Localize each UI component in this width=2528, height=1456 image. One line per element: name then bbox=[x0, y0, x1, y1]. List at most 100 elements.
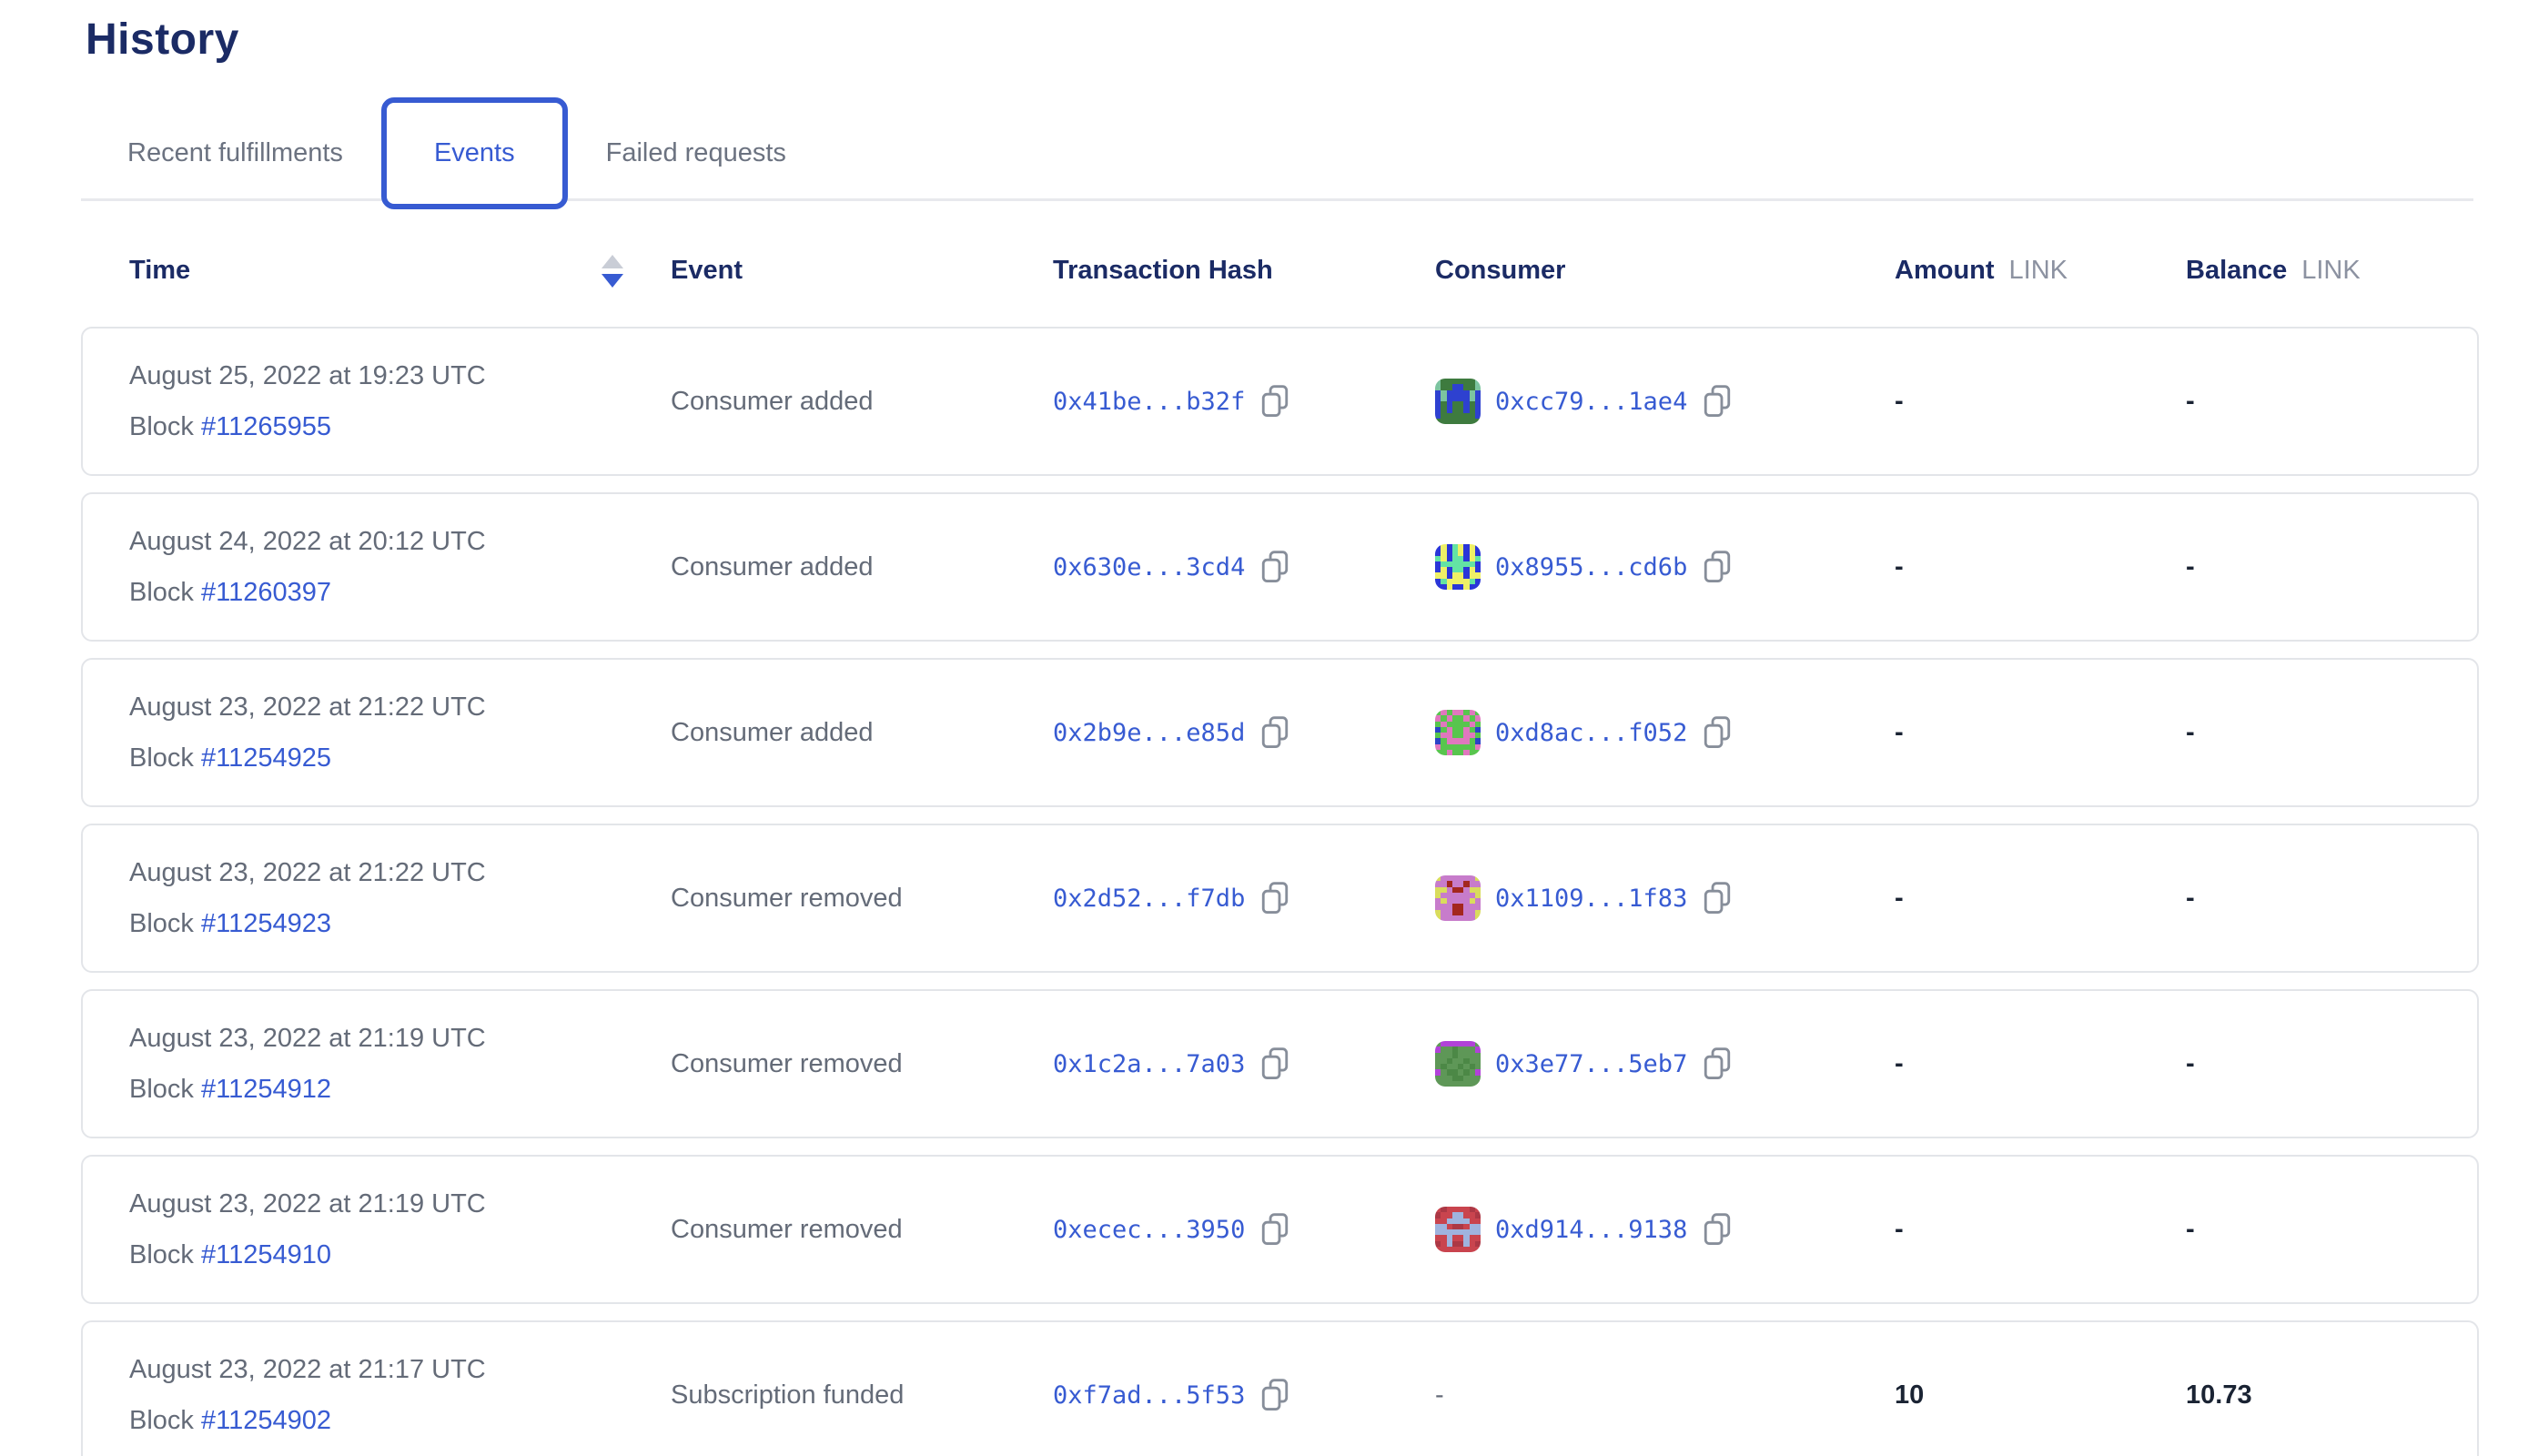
transaction-hash-link[interactable]: 0xf7ad...5f53 bbox=[1053, 1380, 1246, 1410]
transaction-hash-link[interactable]: 0x630e...3cd4 bbox=[1053, 552, 1246, 581]
consumer-identicon-avatar bbox=[1435, 379, 1481, 424]
sort-icon[interactable] bbox=[602, 254, 623, 288]
table-row: August 23, 2022 at 21:17 UTC Block #1125… bbox=[81, 1320, 2479, 1456]
copy-consumer-address-button[interactable] bbox=[1702, 550, 1733, 584]
copy-transaction-hash-button[interactable] bbox=[1259, 1046, 1290, 1081]
event-cell: Consumer removed bbox=[671, 1048, 903, 1078]
row-date: August 23, 2022 at 21:22 UTC bbox=[129, 858, 486, 887]
copy-consumer-address-button[interactable] bbox=[1702, 1212, 1733, 1247]
block-link[interactable]: #11254923 bbox=[200, 909, 331, 938]
consumer-cell: - - bbox=[1435, 1380, 1895, 1410]
copy-transaction-hash-button[interactable] bbox=[1259, 881, 1290, 915]
copy-consumer-address-button[interactable] bbox=[1702, 1046, 1733, 1081]
row-block: Block #11254923 bbox=[129, 898, 671, 949]
event-cell: Consumer added bbox=[671, 386, 874, 416]
consumer-address-link[interactable]: 0x3e77...5eb7 bbox=[1495, 1049, 1688, 1078]
copy-consumer-address-button[interactable] bbox=[1702, 881, 1733, 915]
event-cell: Consumer removed bbox=[671, 1214, 903, 1244]
transaction-hash-link[interactable]: 0x41be...b32f bbox=[1053, 387, 1246, 416]
amount-cell: 10 bbox=[1895, 1380, 1925, 1410]
row-date: August 24, 2022 at 20:12 UTC bbox=[129, 527, 486, 556]
copy-transaction-hash-button[interactable] bbox=[1259, 550, 1290, 584]
copy-icon bbox=[1704, 716, 1731, 748]
copy-icon bbox=[1704, 1047, 1731, 1079]
column-header-transaction-hash: Transaction Hash bbox=[1053, 256, 1273, 285]
block-link[interactable]: #11254925 bbox=[200, 743, 331, 773]
sort-asc-icon bbox=[602, 254, 623, 268]
history-page: History Recent fulfillments Events Faile… bbox=[0, 15, 2528, 1456]
consumer-empty-dash: - bbox=[1435, 1380, 1444, 1410]
copy-consumer-address-button[interactable] bbox=[1702, 384, 1733, 419]
row-block: Block #11254925 bbox=[129, 733, 671, 784]
copy-consumer-address-button[interactable] bbox=[1702, 715, 1733, 750]
copy-icon bbox=[1704, 1213, 1731, 1245]
block-link[interactable]: #11254910 bbox=[200, 1240, 331, 1269]
copy-icon bbox=[1262, 1379, 1289, 1410]
tab-label: Recent fulfillments bbox=[127, 138, 343, 167]
consumer-identicon-avatar bbox=[1435, 875, 1481, 921]
table-row: August 24, 2022 at 20:12 UTC Block #1126… bbox=[81, 492, 2479, 642]
tab-failed-requests[interactable]: Failed requests bbox=[606, 97, 786, 209]
time-cell: August 23, 2022 at 21:22 UTC Block #1125… bbox=[129, 682, 671, 784]
amount-unit-label: LINK bbox=[2008, 256, 2068, 285]
block-link[interactable]: #11260397 bbox=[200, 578, 331, 607]
row-date: August 23, 2022 at 21:19 UTC bbox=[129, 1189, 486, 1218]
table-body: August 25, 2022 at 19:23 UTC Block #1126… bbox=[81, 327, 2479, 1456]
tab-label: Failed requests bbox=[605, 138, 786, 167]
consumer-cell: 0xd8ac...f052 bbox=[1435, 710, 1895, 755]
time-cell: August 23, 2022 at 21:22 UTC Block #1125… bbox=[129, 847, 671, 949]
consumer-address-link[interactable]: 0x8955...cd6b bbox=[1495, 552, 1688, 581]
transaction-hash-cell: 0x2d52...f7db bbox=[1053, 881, 1435, 915]
table-row: August 23, 2022 at 21:22 UTC Block #1125… bbox=[81, 658, 2479, 807]
block-link[interactable]: #11254902 bbox=[200, 1406, 331, 1435]
consumer-address-link[interactable]: 0xcc79...1ae4 bbox=[1495, 387, 1688, 416]
table-row: August 23, 2022 at 21:19 UTC Block #1125… bbox=[81, 989, 2479, 1138]
transaction-hash-link[interactable]: 0x1c2a...7a03 bbox=[1053, 1049, 1246, 1078]
block-label: Block bbox=[129, 743, 194, 773]
block-link[interactable]: #11254912 bbox=[200, 1075, 331, 1104]
balance-cell: - bbox=[2186, 551, 2195, 581]
copy-transaction-hash-button[interactable] bbox=[1259, 384, 1290, 419]
row-date: August 25, 2022 at 19:23 UTC bbox=[129, 361, 486, 390]
consumer-cell: 0x3e77...5eb7 bbox=[1435, 1041, 1895, 1087]
balance-unit-label: LINK bbox=[2301, 256, 2361, 285]
tabs-bar: Recent fulfillments Events Failed reques… bbox=[0, 97, 2528, 209]
time-cell: August 24, 2022 at 20:12 UTC Block #1126… bbox=[129, 516, 671, 618]
copy-icon bbox=[1262, 716, 1289, 748]
copy-transaction-hash-button[interactable] bbox=[1259, 1212, 1290, 1247]
copy-transaction-hash-button[interactable] bbox=[1259, 1378, 1290, 1412]
row-date: August 23, 2022 at 21:19 UTC bbox=[129, 1024, 486, 1053]
transaction-hash-cell: 0x630e...3cd4 bbox=[1053, 550, 1435, 584]
transaction-hash-link[interactable]: 0xecec...3950 bbox=[1053, 1215, 1246, 1244]
balance-cell: 10.73 bbox=[2186, 1380, 2252, 1410]
consumer-cell: 0xcc79...1ae4 bbox=[1435, 379, 1895, 424]
column-header-balance: Balance LINK bbox=[2186, 256, 2361, 285]
transaction-hash-cell: 0x41be...b32f bbox=[1053, 384, 1435, 419]
row-date: August 23, 2022 at 21:22 UTC bbox=[129, 693, 486, 722]
consumer-identicon-avatar bbox=[1435, 1207, 1481, 1252]
column-header-consumer: Consumer bbox=[1435, 256, 1566, 285]
column-header-time: Time bbox=[129, 254, 671, 288]
consumer-cell: 0xd914...9138 bbox=[1435, 1207, 1895, 1252]
copy-transaction-hash-button[interactable] bbox=[1259, 715, 1290, 750]
tab-recent-fulfillments[interactable]: Recent fulfillments bbox=[127, 97, 343, 209]
transaction-hash-cell: 0xecec...3950 bbox=[1053, 1212, 1435, 1247]
amount-cell: - bbox=[1895, 717, 1904, 747]
consumer-address-link[interactable]: 0xd914...9138 bbox=[1495, 1215, 1688, 1244]
column-header-event: Event bbox=[671, 256, 743, 285]
block-link[interactable]: #11265955 bbox=[200, 412, 331, 441]
copy-icon bbox=[1704, 385, 1731, 417]
copy-icon bbox=[1704, 882, 1731, 914]
column-header-amount: Amount LINK bbox=[1895, 256, 2068, 285]
time-cell: August 25, 2022 at 19:23 UTC Block #1126… bbox=[129, 350, 671, 452]
amount-cell: - bbox=[1895, 1214, 1904, 1244]
transaction-hash-link[interactable]: 0x2b9e...e85d bbox=[1053, 718, 1246, 747]
copy-icon bbox=[1704, 551, 1731, 582]
amount-cell: - bbox=[1895, 1048, 1904, 1078]
consumer-address-link[interactable]: 0x1109...1f83 bbox=[1495, 884, 1688, 913]
time-cell: August 23, 2022 at 21:19 UTC Block #1125… bbox=[129, 1178, 671, 1280]
tab-events[interactable]: Events bbox=[380, 97, 568, 209]
consumer-address-link[interactable]: 0xd8ac...f052 bbox=[1495, 718, 1688, 747]
transaction-hash-link[interactable]: 0x2d52...f7db bbox=[1053, 884, 1246, 913]
block-label: Block bbox=[129, 1406, 194, 1435]
